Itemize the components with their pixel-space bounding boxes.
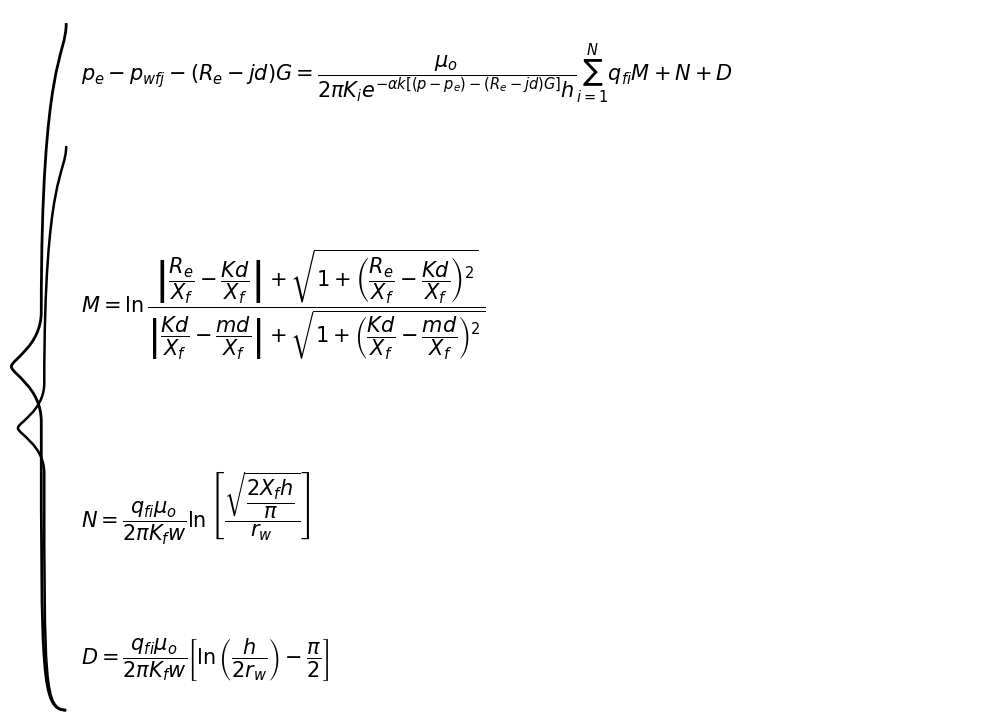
Text: $D = \dfrac{q_{fi}\mu_o}{2\pi K_f w}\left[\ln\left(\dfrac{h}{2r_w}\right) - \dfr: $D = \dfrac{q_{fi}\mu_o}{2\pi K_f w}\lef… [81, 636, 329, 683]
Text: $M = \ln \dfrac{\left|\dfrac{R_e}{X_f} - \dfrac{Kd}{X_f}\right|+ \sqrt{1 + \left: $M = \ln \dfrac{\left|\dfrac{R_e}{X_f} -… [81, 248, 485, 362]
Text: $N = \dfrac{q_{fi}\mu_o}{2\pi K_f w}\ln \left[\dfrac{\sqrt{\dfrac{2X_f h}{\pi}}}: $N = \dfrac{q_{fi}\mu_o}{2\pi K_f w}\ln … [81, 469, 311, 546]
Text: $p_e - p_{wfj} - (R_e - jd)G = \dfrac{\mu_o}{2\pi K_i e^{-\alpha k[(p-p_e)-(R_e-: $p_e - p_{wfj} - (R_e - jd)G = \dfrac{\m… [81, 42, 733, 105]
